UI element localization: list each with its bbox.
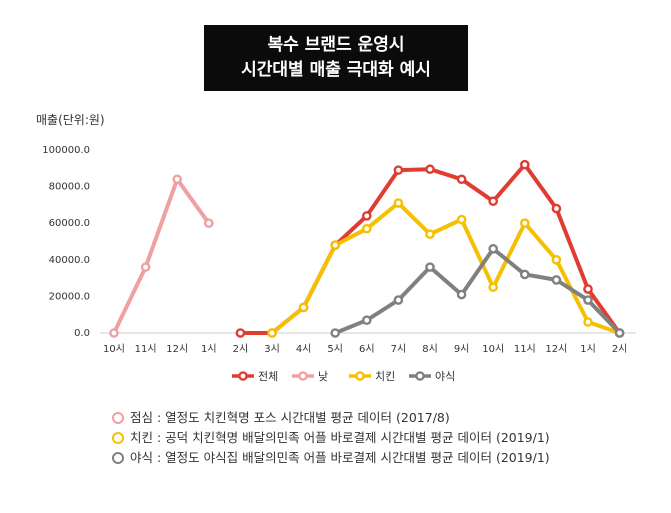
legend-label: 낮: [318, 370, 328, 383]
note-marker-icon: [112, 412, 124, 424]
source-note-text: 야식 : 열정도 야식집 배달의민족 어플 바로결제 시간대별 평균 데이터 (…: [130, 450, 550, 465]
legend-label: 야식: [435, 370, 455, 383]
data-point: [583, 295, 593, 305]
source-note: 야식 : 열정도 야식집 배달의민족 어플 바로결제 시간대별 평균 데이터 (…: [112, 448, 550, 468]
x-tick-label: 1시: [580, 343, 596, 355]
data-point: [361, 315, 372, 325]
y-axis-ticks: 0.0 20000.0 40000.0 60000.0 80000.0 100000.0: [42, 145, 90, 339]
legend-item: 치킨: [349, 370, 395, 383]
x-tick-label: 5시: [327, 343, 343, 355]
series-lines: [112, 162, 622, 335]
legend-item: 야식: [409, 370, 455, 383]
line-chart: 매출(단위:원) 0.0 20000.0 40000.0 60000.0 80000.0…: [36, 113, 636, 383]
y-tick-label: 40000.0: [49, 255, 90, 266]
x-tick-label: 12시: [166, 343, 188, 355]
data-point: [456, 174, 467, 185]
source-note-text: 점심 : 열정도 치킨혁명 포스 시간대별 평균 데이터 (2017/8): [130, 410, 450, 425]
series-line-1: [112, 177, 211, 335]
data-point: [488, 244, 499, 254]
x-tick-label: 4시: [296, 343, 312, 355]
data-point: [583, 284, 593, 294]
y-tick-label: 60000.0: [49, 218, 90, 229]
source-note: 치킨 : 공덕 치킨혁명 배달의민족 어플 바로결제 시간대별 평균 데이터 (…: [112, 428, 550, 448]
chart-title-box: 복수 브랜드 운영시 시간대별 매출 극대화 예시: [204, 25, 468, 91]
x-tick-label: 10시: [103, 343, 125, 355]
data-point: [520, 269, 530, 280]
data-point: [488, 282, 499, 293]
y-axis-label: 매출(단위:원): [36, 113, 105, 127]
data-point: [109, 328, 119, 338]
data-point: [488, 196, 499, 207]
data-point: [298, 302, 309, 313]
series-line-2: [270, 201, 622, 335]
x-tick-label: 8시: [422, 343, 438, 355]
x-tick-label: 1시: [201, 343, 217, 355]
data-point: [456, 289, 467, 300]
data-point: [551, 203, 562, 214]
note-marker-icon: [112, 432, 124, 444]
note-marker-icon: [112, 452, 124, 464]
legend-swatch-marker: [415, 371, 425, 381]
x-tick-label: 2시: [612, 343, 628, 355]
x-tick-label: 7시: [391, 343, 407, 355]
data-point: [583, 317, 593, 327]
legend-swatch-marker: [238, 371, 248, 381]
x-tick-label: 12시: [545, 343, 567, 355]
data-point: [425, 229, 435, 239]
series-points: [109, 159, 625, 338]
data-point: [330, 240, 341, 250]
data-point: [203, 218, 214, 228]
y-tick-label: 80000.0: [49, 182, 90, 193]
data-point: [235, 328, 246, 338]
series-line-0: [238, 162, 622, 335]
x-tick-label: 3시: [264, 343, 280, 355]
data-point: [330, 328, 341, 338]
data-point: [393, 198, 404, 208]
x-tick-label: 11시: [514, 343, 536, 355]
source-note: 점심 : 열정도 치킨혁명 포스 시간대별 평균 데이터 (2017/8): [112, 408, 550, 428]
x-tick-label: 11시: [135, 343, 157, 355]
data-point: [267, 328, 277, 338]
data-point: [393, 295, 404, 305]
legend-item: 전체: [232, 370, 278, 383]
x-tick-label: 6시: [359, 343, 375, 355]
x-tick-label: 10시: [482, 343, 504, 355]
legend: 전체 낮 치킨 야식: [232, 370, 455, 383]
data-point: [520, 159, 530, 170]
legend-item: 낮: [292, 370, 328, 383]
series-line-3: [333, 246, 622, 335]
data-point: [425, 262, 435, 272]
chart-title-line-1: 복수 브랜드 운영시: [267, 35, 405, 55]
legend-label: 전체: [258, 370, 278, 383]
y-tick-label: 100000.0: [42, 145, 90, 156]
y-tick-label: 0.0: [74, 328, 90, 339]
data-point: [361, 223, 372, 234]
legend-swatch-marker: [298, 371, 308, 381]
chart-title-line-2: 시간대별 매출 극대화 예시: [241, 60, 431, 80]
x-tick-label: 2시: [233, 343, 249, 355]
data-point: [140, 262, 151, 272]
data-point: [614, 328, 625, 338]
legend-swatch-marker: [355, 371, 365, 381]
source-note-text: 치킨 : 공덕 치킨혁명 배달의민족 어플 바로결제 시간대별 평균 데이터 (…: [130, 430, 550, 445]
x-tick-label: 9시: [454, 343, 470, 355]
data-point: [520, 218, 530, 228]
x-axis-ticks: 10시 11시 12시 1시 2시 3시 4시 5시 6시 7시 8시 9시 10시 11시 12시 1시 2시: [103, 343, 627, 355]
legend-label: 치킨: [375, 370, 395, 383]
y-tick-label: 20000.0: [49, 291, 90, 302]
data-point: [456, 214, 467, 225]
data-point: [393, 165, 404, 175]
data-point: [172, 174, 182, 185]
source-notes: 점심 : 열정도 치킨혁명 포스 시간대별 평균 데이터 (2017/8) 치킨 …: [112, 408, 550, 468]
data-point: [425, 164, 435, 175]
data-point: [551, 254, 562, 265]
data-point: [361, 211, 372, 221]
data-point: [551, 275, 562, 285]
